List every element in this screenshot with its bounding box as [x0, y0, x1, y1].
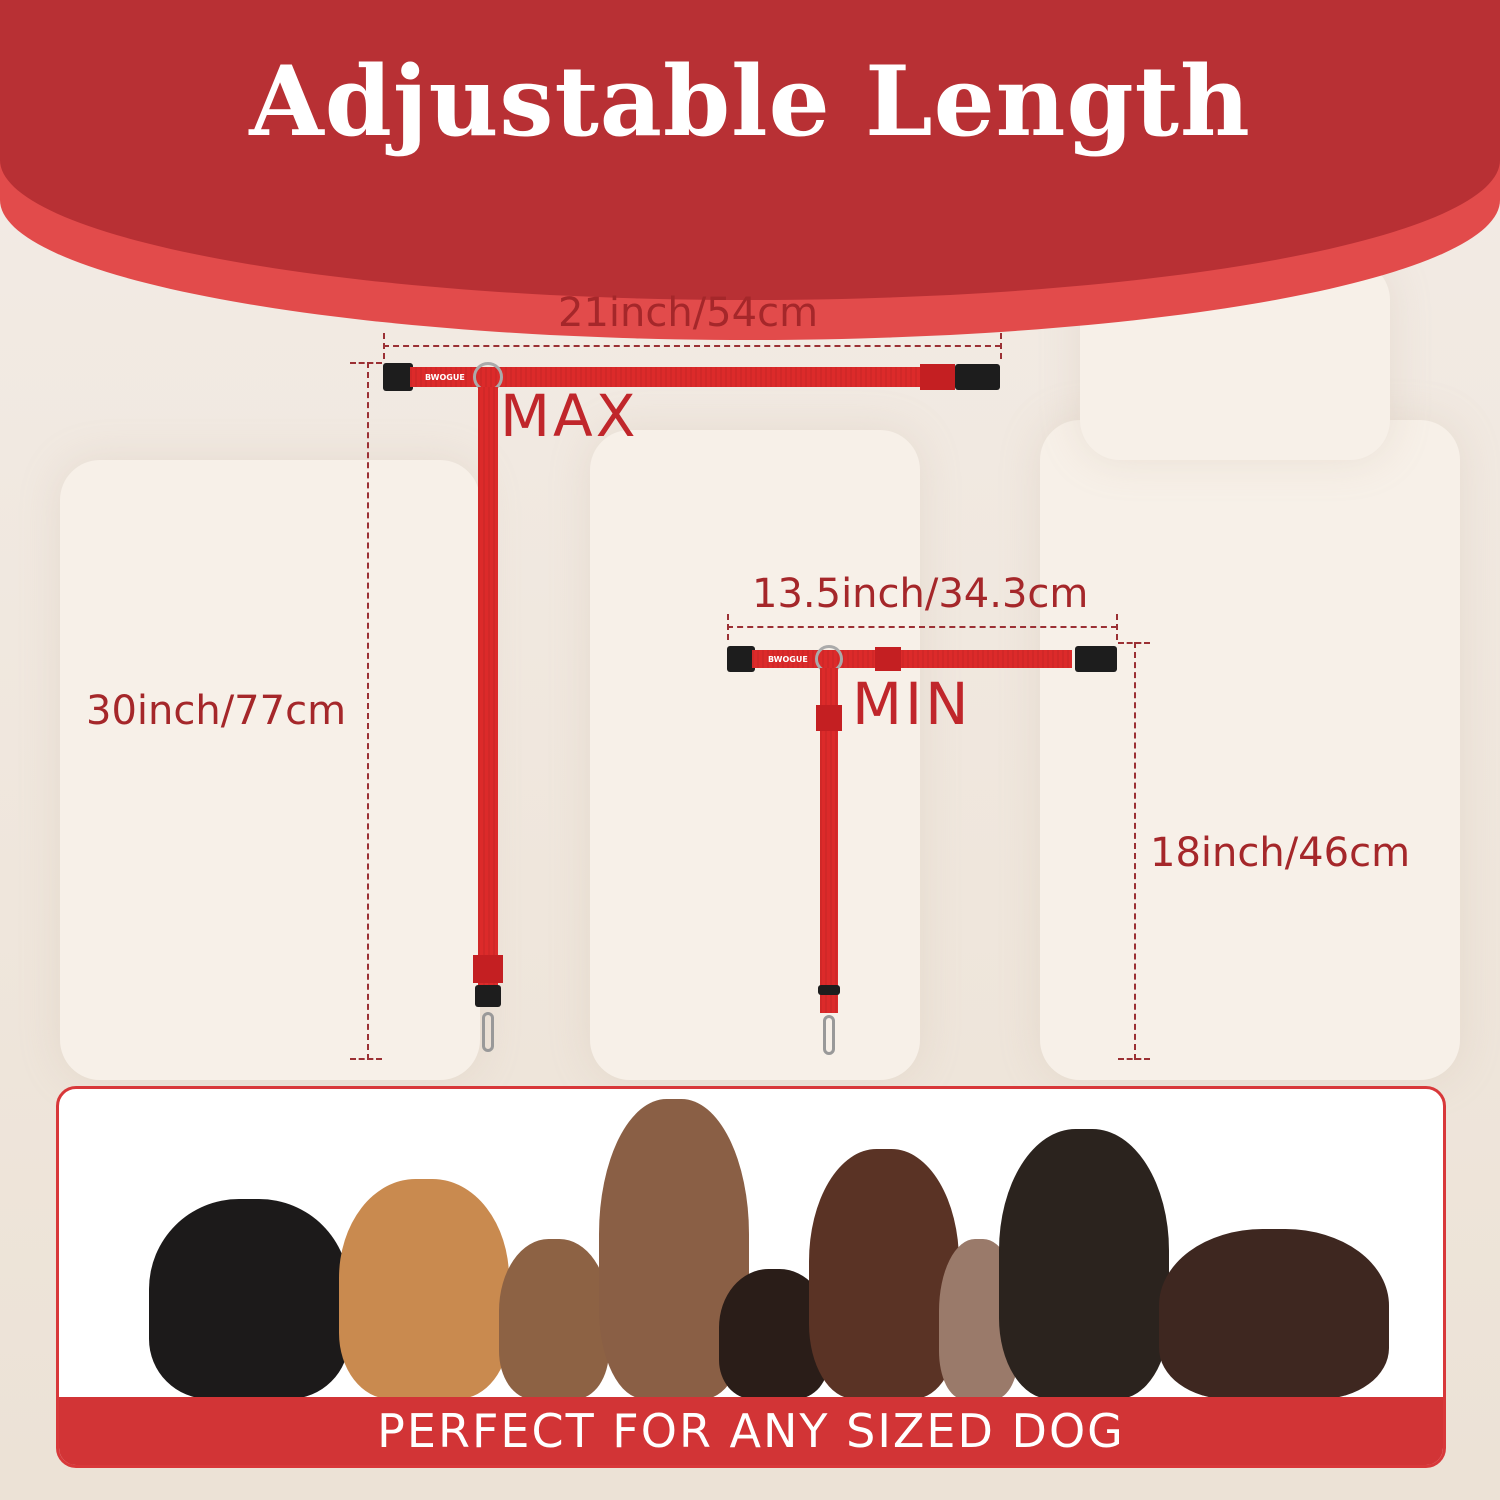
buckle-icon: [818, 985, 840, 995]
dog-labrador: [1159, 1229, 1389, 1399]
max-width-label: 21inch/54cm: [558, 290, 819, 336]
brand-label: BWOGUE: [425, 373, 465, 382]
dogs-panel: PERFECT FOR ANY SIZED DOG: [56, 1086, 1446, 1468]
dim-tick: [1118, 1058, 1150, 1060]
seat-middle: [590, 430, 920, 1080]
clip-hook-icon: [482, 1012, 494, 1052]
min-label: MIN: [852, 670, 972, 738]
max-height-dimension-line: [367, 362, 369, 1060]
clip-hook-icon: [823, 1015, 835, 1055]
dim-tick: [350, 1058, 382, 1060]
min-width-label: 13.5inch/34.3cm: [752, 571, 1089, 617]
seat-right: [1040, 420, 1460, 1080]
buckle-icon: [383, 363, 413, 391]
max-height-label: 30inch/77cm: [86, 688, 347, 734]
dog-german-shepherd: [999, 1129, 1169, 1399]
dim-tick: [727, 614, 729, 640]
footer-banner: PERFECT FOR ANY SIZED DOG: [59, 1397, 1443, 1465]
max-strap-horizontal: [410, 367, 930, 387]
dog-doodle: [809, 1149, 959, 1399]
min-height-label: 18inch/46cm: [1150, 830, 1411, 876]
dog-boxer: [339, 1179, 509, 1399]
buckle-icon: [1075, 646, 1117, 672]
max-strap-vertical: [478, 387, 498, 1007]
slider: [875, 647, 901, 671]
header-band: [0, 0, 1500, 300]
slider: [920, 364, 955, 390]
dim-tick: [1118, 642, 1150, 644]
max-label: MAX: [500, 382, 639, 450]
min-width-dimension-line: [727, 626, 1117, 628]
dim-tick: [1116, 614, 1118, 640]
page-title: Adjustable Length: [249, 45, 1251, 158]
seat-left: [60, 460, 480, 1080]
buckle-icon: [955, 364, 1000, 390]
slider: [473, 955, 503, 983]
min-strap-vertical: [820, 668, 838, 1013]
dim-tick: [383, 333, 385, 359]
dim-tick: [350, 362, 382, 364]
brand-label: BWOGUE: [768, 655, 808, 664]
slider: [816, 705, 842, 731]
buckle-icon: [727, 646, 755, 672]
dim-tick: [1000, 333, 1002, 359]
dog-bernese: [149, 1199, 349, 1399]
dog-french-bulldog: [499, 1239, 609, 1399]
buckle-icon: [475, 985, 501, 1007]
max-width-dimension-line: [383, 345, 1001, 347]
min-height-dimension-line: [1134, 642, 1136, 1060]
